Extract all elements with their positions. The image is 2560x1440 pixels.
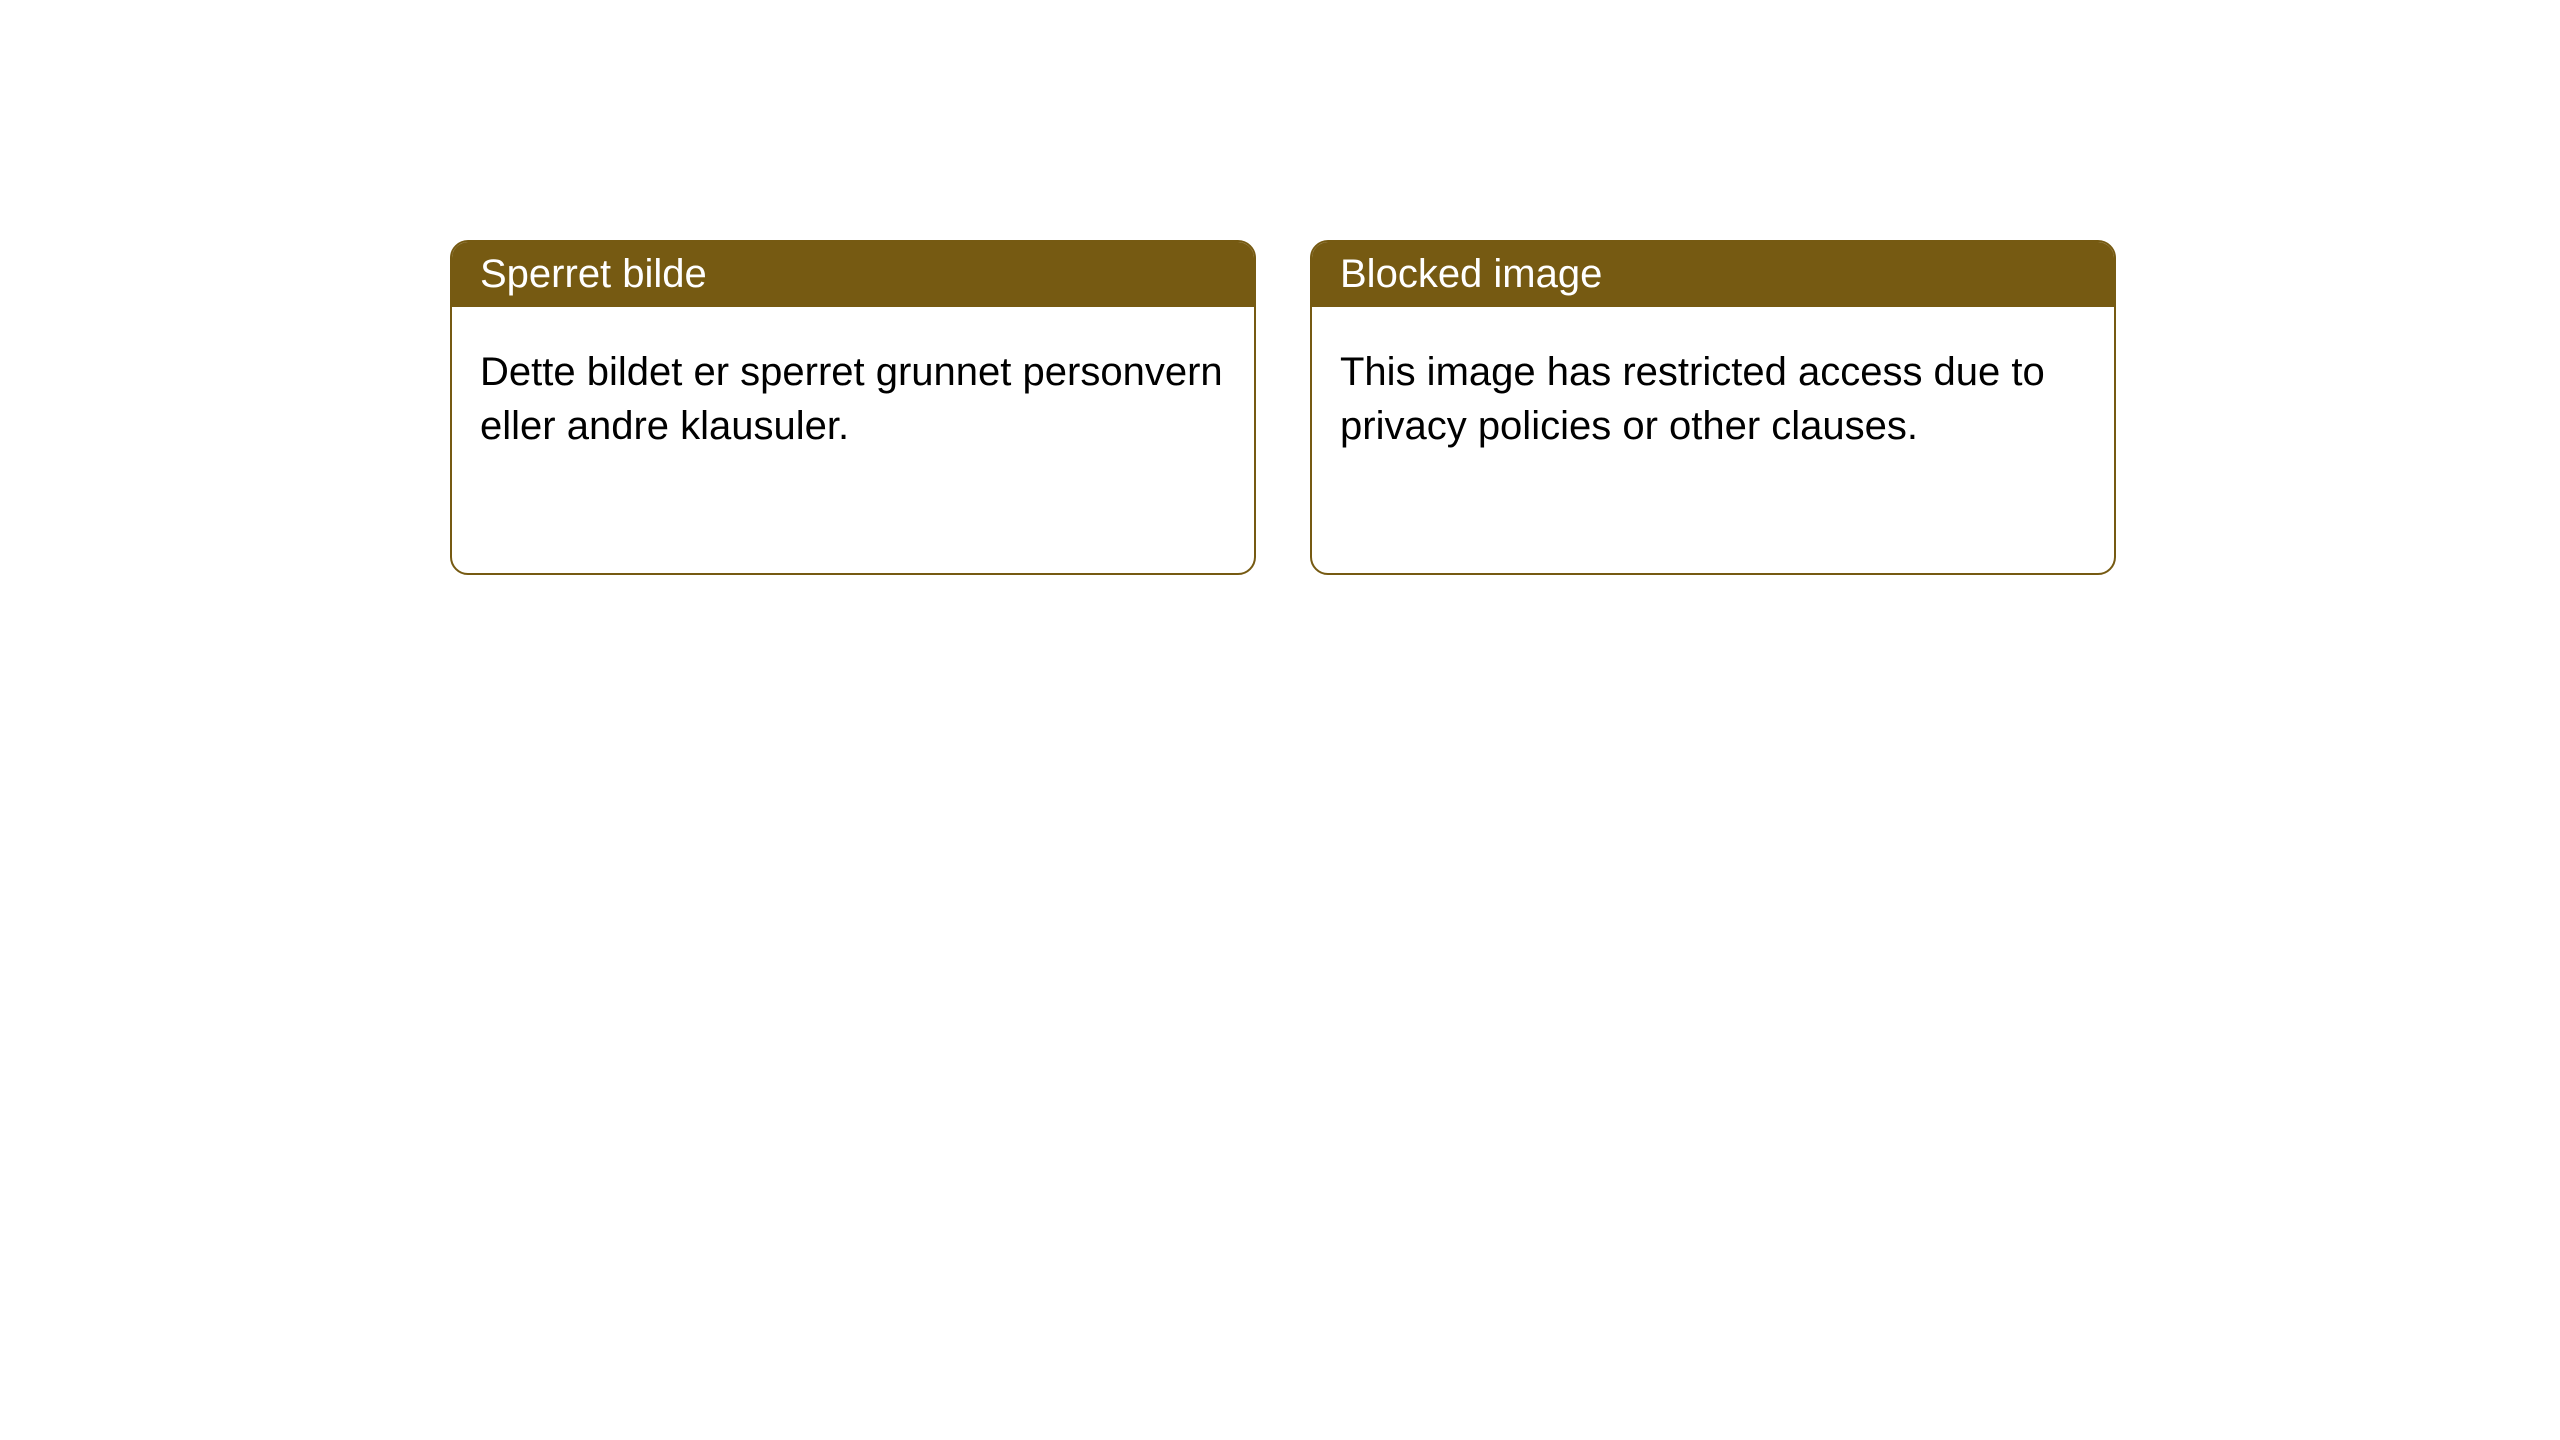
notice-cards-container: Sperret bilde Dette bildet er sperret gr… bbox=[0, 0, 2560, 575]
card-body: Dette bildet er sperret grunnet personve… bbox=[452, 307, 1254, 491]
card-header: Blocked image bbox=[1312, 242, 2114, 307]
card-body: This image has restricted access due to … bbox=[1312, 307, 2114, 491]
notice-card-norwegian: Sperret bilde Dette bildet er sperret gr… bbox=[450, 240, 1256, 575]
card-title: Sperret bilde bbox=[480, 252, 707, 296]
notice-card-english: Blocked image This image has restricted … bbox=[1310, 240, 2116, 575]
card-body-text: Dette bildet er sperret grunnet personve… bbox=[480, 350, 1223, 448]
card-body-text: This image has restricted access due to … bbox=[1340, 350, 2045, 448]
card-header: Sperret bilde bbox=[452, 242, 1254, 307]
card-title: Blocked image bbox=[1340, 252, 1602, 296]
